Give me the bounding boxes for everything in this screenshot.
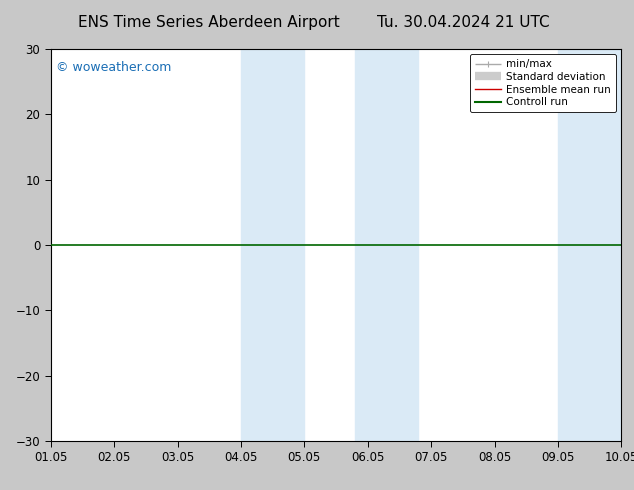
Text: ENS Time Series Aberdeen Airport: ENS Time Series Aberdeen Airport <box>79 15 340 30</box>
Bar <box>558 49 621 441</box>
Text: Tu. 30.04.2024 21 UTC: Tu. 30.04.2024 21 UTC <box>377 15 549 30</box>
Text: © woweather.com: © woweather.com <box>56 61 172 74</box>
Legend: min/max, Standard deviation, Ensemble mean run, Controll run: min/max, Standard deviation, Ensemble me… <box>470 54 616 112</box>
Bar <box>355 49 418 441</box>
Bar <box>241 49 304 441</box>
